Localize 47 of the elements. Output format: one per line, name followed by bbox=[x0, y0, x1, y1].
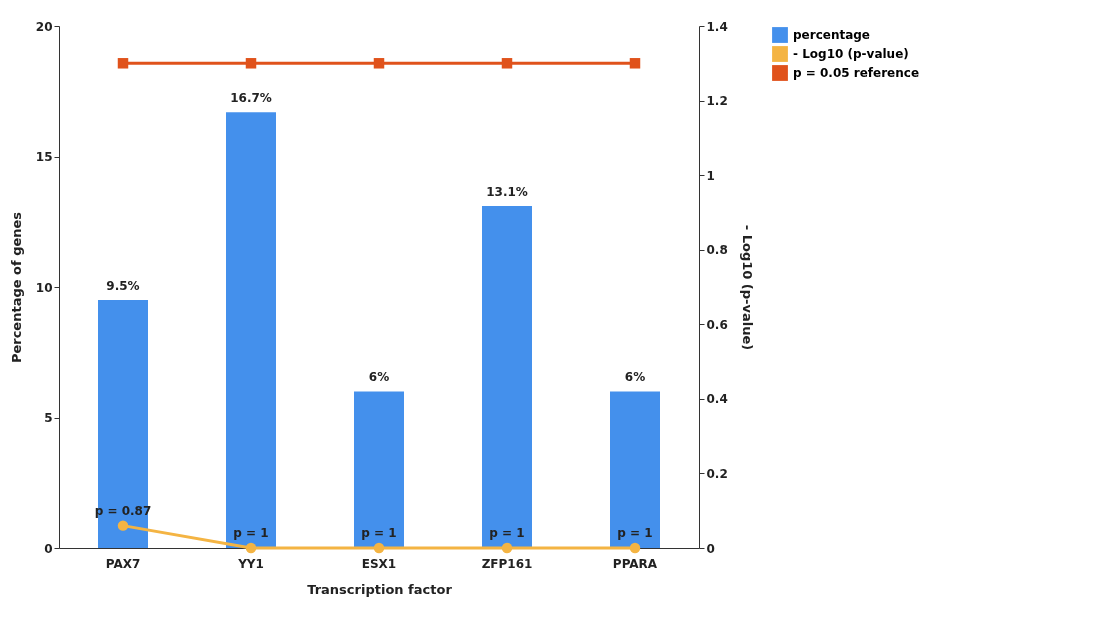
data-label: 13.1% bbox=[486, 185, 528, 200]
bar bbox=[354, 391, 404, 548]
point bbox=[117, 58, 129, 69]
point bbox=[245, 58, 257, 69]
point bbox=[501, 58, 513, 69]
y2-axis-title: - Log10 (p-value) bbox=[739, 224, 755, 351]
point bbox=[629, 58, 641, 69]
point bbox=[245, 542, 257, 554]
annotation: p = 1 bbox=[361, 526, 397, 540]
y2-tick-label: 0.6 bbox=[706, 317, 728, 332]
data-label: 16.7% bbox=[230, 91, 272, 106]
y2-tick-label: 0.4 bbox=[706, 392, 728, 407]
annotation: p = 1 bbox=[233, 526, 269, 540]
y2-tick-label: 0.8 bbox=[706, 243, 728, 258]
x-tick-label: PAX7 bbox=[105, 556, 141, 571]
point bbox=[373, 58, 385, 69]
point bbox=[117, 520, 129, 531]
x-tick-label: YY1 bbox=[237, 556, 264, 571]
y-tick-label: 15 bbox=[35, 150, 53, 164]
x-axis-title: Transcription factor bbox=[307, 581, 453, 597]
y-tick-label: 10 bbox=[35, 280, 53, 295]
data-label: 6% bbox=[624, 370, 646, 385]
x-tick-label: PPARA bbox=[612, 556, 658, 571]
y-tick-label: 5 bbox=[44, 411, 53, 425]
data-label: 6% bbox=[368, 370, 390, 385]
point bbox=[373, 542, 385, 554]
y2-tick-label: 0.2 bbox=[706, 466, 728, 481]
bar bbox=[482, 206, 532, 548]
point bbox=[629, 542, 641, 554]
y-axis-title: Percentage of genes bbox=[8, 211, 24, 364]
y2-tick-label: 1 bbox=[706, 168, 715, 183]
x-tick-label: ESX1 bbox=[361, 556, 397, 571]
bar bbox=[610, 391, 660, 548]
legend-label: percentage bbox=[793, 28, 871, 42]
point bbox=[501, 542, 513, 554]
legend-label: - Log10 (p-value) bbox=[793, 47, 909, 61]
data-label: 9.5% bbox=[106, 279, 140, 294]
y-tick-label: 20 bbox=[35, 19, 53, 34]
y2-tick-label: 1.4 bbox=[706, 19, 728, 34]
legend-label: p = 0.05 reference bbox=[793, 66, 920, 80]
annotation: p = 1 bbox=[617, 526, 653, 540]
annotation: p = 1 bbox=[489, 526, 525, 540]
y-tick-label: 0 bbox=[44, 541, 53, 556]
y2-tick-label: 1.2 bbox=[706, 94, 728, 109]
x-tick-label: ZFP161 bbox=[481, 556, 533, 571]
bar bbox=[226, 112, 276, 548]
y2-tick-label: 0 bbox=[706, 541, 715, 556]
